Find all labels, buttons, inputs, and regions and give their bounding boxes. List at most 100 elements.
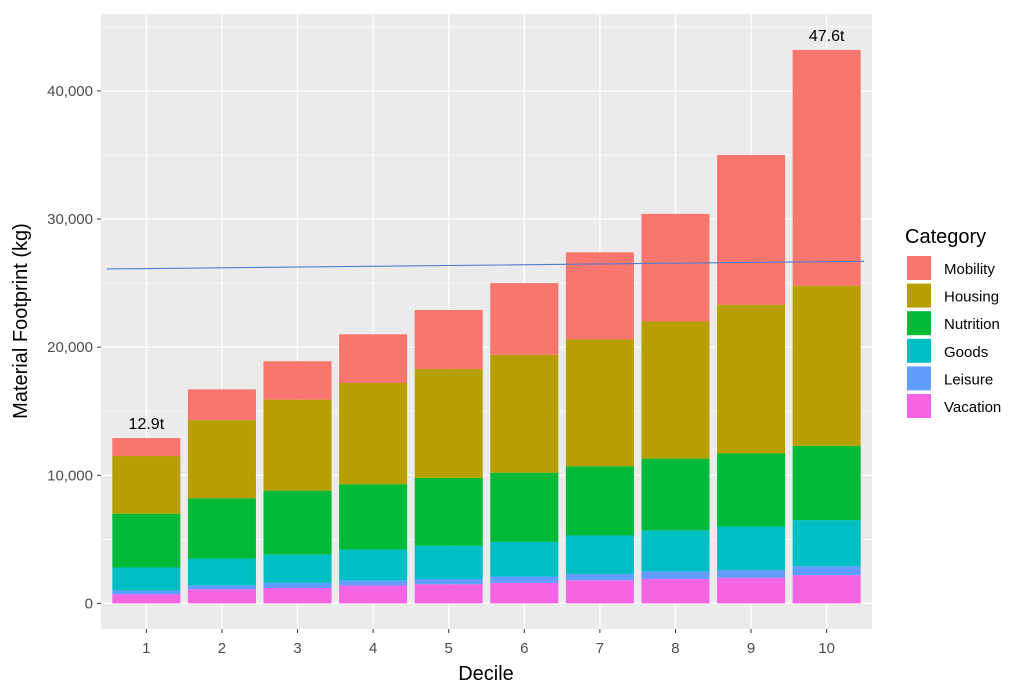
bar-goods-decile-8 xyxy=(641,530,710,572)
legend-label-nutrition: Nutrition xyxy=(944,316,1000,333)
legend-key-nutrition xyxy=(907,311,931,336)
bar-nutrition-decile-9 xyxy=(717,453,786,527)
trend-line xyxy=(106,260,865,270)
bar-leisure-decile-9 xyxy=(717,570,786,578)
y-tick-label: 10,000 xyxy=(47,467,93,484)
legend-key-leisure xyxy=(907,366,931,391)
legend-label-goods: Goods xyxy=(944,344,988,361)
bar-mobility-decile-2 xyxy=(187,389,256,421)
x-tick-label: 10 xyxy=(818,640,835,657)
legend-key-housing xyxy=(907,283,931,308)
bar-housing-decile-5 xyxy=(414,368,483,478)
bar-stacks xyxy=(112,49,861,604)
bar-leisure-decile-1 xyxy=(112,590,181,595)
bar-mobility-decile-4 xyxy=(339,334,408,383)
bar-housing-decile-2 xyxy=(187,420,256,499)
bar-leisure-decile-4 xyxy=(339,580,408,586)
bar-goods-decile-1 xyxy=(112,567,181,591)
bar-mobility-decile-7 xyxy=(565,252,634,340)
bar-leisure-decile-2 xyxy=(187,585,256,590)
y-tick-label: 0 xyxy=(85,595,93,612)
x-tick-label: 2 xyxy=(218,640,226,657)
bar-vacation-decile-4 xyxy=(339,585,408,604)
bar-mobility-decile-6 xyxy=(490,283,559,355)
bar-vacation-decile-9 xyxy=(717,577,786,604)
legend-label-housing: Housing xyxy=(944,289,999,306)
bar-leisure-decile-6 xyxy=(490,576,559,583)
y-tick-label: 30,000 xyxy=(47,211,93,228)
x-tick-label: 8 xyxy=(671,640,679,657)
bar-goods-decile-9 xyxy=(717,526,786,571)
bar-housing-decile-9 xyxy=(717,304,786,454)
y-tick-label: 20,000 xyxy=(47,339,93,356)
bar-goods-decile-5 xyxy=(414,545,483,580)
bar-nutrition-decile-1 xyxy=(112,513,181,568)
bar-housing-decile-8 xyxy=(641,321,710,459)
bar-vacation-decile-10 xyxy=(792,575,861,604)
x-tick-label: 1 xyxy=(142,640,150,657)
x-axis-title: Decile xyxy=(458,663,514,685)
bar-mobility-decile-9 xyxy=(717,154,786,305)
bar-goods-decile-3 xyxy=(263,554,332,583)
legend-label-mobility: Mobility xyxy=(944,261,995,278)
bar-mobility-decile-1 xyxy=(112,438,181,457)
x-tick-label: 4 xyxy=(369,640,377,657)
bar-nutrition-decile-7 xyxy=(565,466,634,536)
bar-goods-decile-6 xyxy=(490,541,559,577)
bar-housing-decile-1 xyxy=(112,456,181,514)
bar-goods-decile-10 xyxy=(792,520,861,567)
bar-vacation-decile-5 xyxy=(414,584,483,604)
x-tick-label: 6 xyxy=(520,640,528,657)
legend-key-goods xyxy=(907,338,931,363)
y-tick-label: 40,000 xyxy=(47,83,93,100)
x-tick-label: 7 xyxy=(596,640,604,657)
bar-mobility-decile-10 xyxy=(792,49,861,286)
bar-housing-decile-7 xyxy=(565,339,634,467)
bar-nutrition-decile-4 xyxy=(339,484,408,550)
bar-nutrition-decile-2 xyxy=(187,498,256,559)
bar-leisure-decile-8 xyxy=(641,571,710,580)
annotation-decile-1: 12.9t xyxy=(129,416,165,433)
legend-title: Category xyxy=(905,226,986,248)
bar-annotations: 12.9t 47.6t xyxy=(129,28,845,433)
legend: Category Mobility Housing Nutrition Goods Le… xyxy=(905,226,1001,418)
bar-goods-decile-7 xyxy=(565,535,634,574)
bar-housing-decile-10 xyxy=(792,285,861,446)
bar-leisure-decile-5 xyxy=(414,579,483,585)
bar-mobility-decile-3 xyxy=(263,361,332,400)
bar-housing-decile-4 xyxy=(339,383,408,485)
bar-nutrition-decile-6 xyxy=(490,472,559,542)
bar-leisure-decile-7 xyxy=(565,573,634,581)
bar-vacation-decile-3 xyxy=(263,588,332,604)
legend-label-leisure: Leisure xyxy=(944,371,993,388)
annotation-decile-10: 47.6t xyxy=(809,28,845,45)
legend-key-vacation xyxy=(907,394,931,418)
y-axis-ticks: 0 10,000 20,000 30,000 40,000 xyxy=(47,83,101,612)
bar-housing-decile-3 xyxy=(263,399,332,491)
bar-nutrition-decile-5 xyxy=(414,477,483,546)
bar-goods-decile-4 xyxy=(339,549,408,581)
bar-nutrition-decile-3 xyxy=(263,490,332,555)
bar-goods-decile-2 xyxy=(187,558,256,586)
bar-vacation-decile-7 xyxy=(565,580,634,604)
x-tick-label: 9 xyxy=(747,640,755,657)
y-axis-title: Material Footprint (kg) xyxy=(10,223,32,419)
bar-vacation-decile-1 xyxy=(112,594,181,604)
bar-nutrition-decile-10 xyxy=(792,445,861,521)
bar-vacation-decile-6 xyxy=(490,582,559,604)
legend-label-vacation: Vacation xyxy=(944,399,1001,416)
legend-key-mobility xyxy=(907,256,931,280)
bar-leisure-decile-10 xyxy=(792,566,861,576)
x-tick-label: 3 xyxy=(293,640,301,657)
bar-mobility-decile-5 xyxy=(414,309,483,369)
x-tick-label: 5 xyxy=(445,640,453,657)
bar-mobility-decile-8 xyxy=(641,213,710,322)
bar-vacation-decile-8 xyxy=(641,579,710,604)
x-axis-ticks: 1 2 3 4 5 6 7 8 9 10 xyxy=(142,629,835,657)
bar-housing-decile-6 xyxy=(490,354,559,473)
bar-nutrition-decile-8 xyxy=(641,458,710,531)
bar-vacation-decile-2 xyxy=(187,589,256,604)
bar-leisure-decile-3 xyxy=(263,582,332,588)
trend-line-path xyxy=(106,260,865,270)
